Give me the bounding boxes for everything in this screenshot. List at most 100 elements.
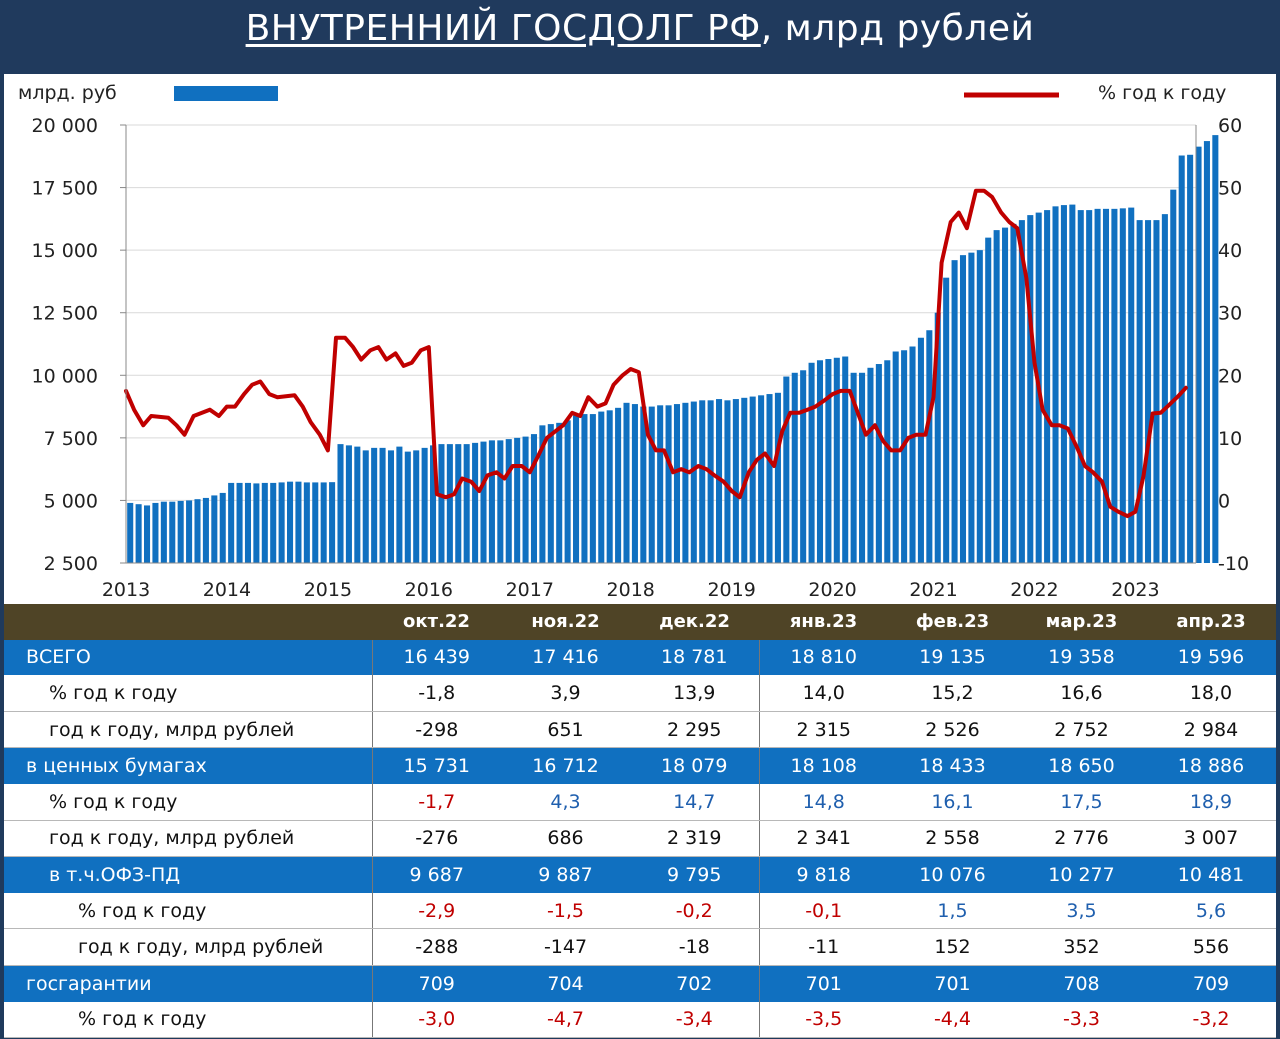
- bar: [573, 415, 580, 563]
- table-cell: -1,5: [501, 892, 630, 930]
- bar: [816, 360, 824, 563]
- table-cell: 2 295: [630, 711, 760, 749]
- column-header: апр.23: [1146, 604, 1276, 640]
- table-cell: -3,0: [372, 1001, 501, 1039]
- bar: [690, 401, 697, 563]
- title-main: ВНУТРЕННИЙ ГОСДОЛГ РФ: [245, 8, 761, 49]
- bar: [202, 497, 209, 563]
- bar: [581, 414, 588, 563]
- bar: [993, 230, 1000, 563]
- bar: [976, 250, 983, 563]
- bar: [724, 400, 731, 563]
- table-cell: 19 135: [888, 639, 1017, 676]
- bar: [1178, 155, 1185, 563]
- bar: [1195, 146, 1202, 563]
- bar: [362, 450, 369, 563]
- table-cell: 16 712: [501, 747, 630, 784]
- row-label: % год к году: [4, 675, 373, 712]
- row-label: % год к году: [4, 892, 373, 930]
- left-tick-label: 10 000: [32, 365, 98, 387]
- bar: [1027, 215, 1034, 564]
- x-tick-label: 2013: [102, 579, 150, 601]
- bar: [253, 483, 260, 563]
- bar: [211, 495, 218, 563]
- bar: [303, 482, 310, 563]
- bar: [1069, 204, 1076, 563]
- line-series: [124, 188, 1188, 519]
- bar: [943, 277, 950, 563]
- x-tick-label: 2014: [203, 579, 251, 601]
- row-label: в т.ч.ОФЗ-ПД: [4, 856, 373, 893]
- bar: [261, 482, 268, 563]
- table-cell: 14,8: [759, 783, 888, 821]
- table-cell: 18 433: [888, 747, 1017, 784]
- bar: [985, 237, 992, 563]
- table-cell: 18 810: [759, 639, 888, 676]
- bar: [1002, 227, 1009, 564]
- bar: [219, 492, 226, 563]
- bar: [1052, 206, 1059, 564]
- bar: [774, 392, 781, 563]
- bar: [749, 396, 756, 563]
- table-cell: 2 558: [888, 820, 1017, 858]
- table-cell: 3,9: [501, 675, 630, 712]
- table-cell: 3 007: [1146, 820, 1276, 858]
- chart-axes: 20 000 17 500 15 000 12 500 10 000 7 500 5 000…: [32, 115, 1250, 601]
- column-header: ноя.22: [501, 604, 630, 640]
- row-label: год к году, млрд рублей: [4, 820, 373, 858]
- table-cell: 352: [1017, 928, 1146, 966]
- bar: [800, 370, 807, 563]
- bar: [909, 346, 916, 563]
- column-header: окт.22: [372, 604, 501, 640]
- bar: [438, 444, 445, 563]
- legend-bar-swatch: [174, 86, 278, 101]
- right-tick-label: 40: [1218, 240, 1242, 262]
- bar: [236, 482, 243, 563]
- table-cell: -18: [630, 928, 760, 966]
- right-tick-label: 30: [1218, 303, 1242, 325]
- bar: [547, 424, 554, 563]
- bar: [1086, 210, 1093, 563]
- table-cell: 4,3: [501, 783, 630, 821]
- x-tick-label: 2016: [405, 579, 453, 601]
- table-header-row: окт.22 ноя.22 дек.22 янв.23 фев.23 мар.23 апр.…: [4, 604, 1276, 640]
- bar: [169, 501, 176, 563]
- table-row: год к году, млрд рублей -298 651 2 295 2 315…: [4, 711, 1276, 749]
- table-cell: -3,4: [630, 1001, 760, 1039]
- bar: [396, 446, 403, 563]
- bar: [589, 414, 596, 563]
- bar: [337, 444, 344, 563]
- x-tick-label: 2021: [909, 579, 957, 601]
- table-cell: 709: [372, 965, 501, 1002]
- table-cell: -298: [372, 711, 501, 749]
- bar: [766, 394, 773, 563]
- bar: [648, 406, 655, 563]
- bar: [1077, 210, 1084, 563]
- table-cell: 18,9: [1146, 783, 1276, 821]
- bar-series: [127, 135, 1219, 564]
- bar: [1111, 208, 1118, 564]
- table-cell: 704: [501, 965, 630, 1002]
- bar: [455, 444, 462, 563]
- x-tick-label: 2023: [1111, 579, 1159, 601]
- table-row: госгарантии 709 704 702 701 701 708 709: [4, 965, 1276, 1002]
- bar: [808, 362, 815, 563]
- bar: [673, 404, 681, 563]
- bar: [270, 482, 277, 563]
- bar: [867, 367, 874, 563]
- table-cell: 15 731: [372, 747, 501, 784]
- right-tick-label: 60: [1218, 115, 1242, 137]
- table-cell: 2 526: [888, 711, 1017, 749]
- table-cell: 5,6: [1146, 892, 1276, 930]
- x-tick-label: 2019: [707, 579, 755, 601]
- yoy-line: [124, 188, 1188, 519]
- bar: [884, 360, 891, 563]
- bar: [833, 357, 840, 563]
- table-row: год к году, млрд рублей -276 686 2 319 2 341…: [4, 820, 1276, 858]
- bar: [758, 395, 765, 563]
- left-tick-label: 12 500: [32, 303, 98, 325]
- table-cell: 10 076: [888, 856, 1017, 893]
- table-row: год к году, млрд рублей -288 -147 -18 -11 152…: [4, 928, 1276, 966]
- table-cell: 701: [888, 965, 1017, 1002]
- bar: [631, 404, 638, 563]
